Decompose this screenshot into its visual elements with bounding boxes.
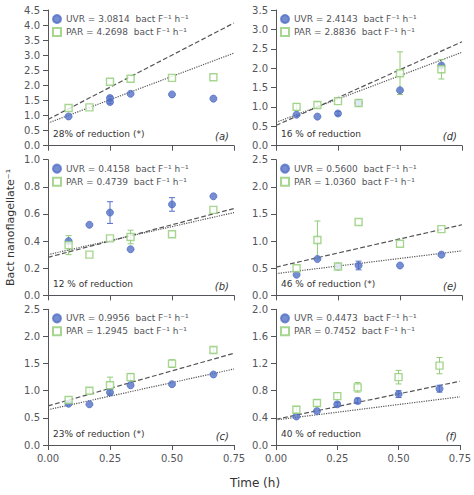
svg-text:2.0: 2.0 xyxy=(24,80,40,91)
svg-text:1.5: 1.5 xyxy=(252,82,268,93)
svg-text:UVR = 3.0814 bact F⁻¹ h⁻¹: UVR = 3.0814 bact F⁻¹ h⁻¹ xyxy=(66,14,189,24)
svg-text:PAR = 0.4739 bact F⁻¹ h⁻¹: PAR = 0.4739 bact F⁻¹ h⁻¹ xyxy=(66,177,187,187)
svg-text:(e): (e) xyxy=(443,281,457,292)
svg-text:0.0: 0.0 xyxy=(24,440,40,451)
svg-text:1.0: 1.0 xyxy=(24,385,40,396)
svg-text:1.6: 1.6 xyxy=(252,331,268,342)
svg-text:12 % of reduction: 12 % of reduction xyxy=(53,279,133,289)
svg-text:PAR = 1.0360 bact F⁻¹ h⁻¹: PAR = 1.0360 bact F⁻¹ h⁻¹ xyxy=(294,177,415,187)
svg-text:(d): (d) xyxy=(443,131,457,142)
svg-text:(a): (a) xyxy=(215,131,229,142)
svg-text:0.5: 0.5 xyxy=(24,412,40,423)
svg-text:0.50: 0.50 xyxy=(161,453,183,464)
svg-text:0.0: 0.0 xyxy=(252,440,268,451)
svg-text:1.0: 1.0 xyxy=(24,154,40,165)
svg-text:1.0: 1.0 xyxy=(252,101,268,112)
svg-text:(c): (c) xyxy=(216,431,229,442)
svg-text:0.8: 0.8 xyxy=(24,181,40,192)
svg-text:0.5: 0.5 xyxy=(252,121,268,132)
svg-text:1.0: 1.0 xyxy=(24,110,40,121)
svg-text:2.5: 2.5 xyxy=(24,65,40,76)
svg-text:0.00: 0.00 xyxy=(37,453,59,464)
svg-text:2.5: 2.5 xyxy=(24,304,40,315)
svg-text:PAR = 1.2945 bact F⁻¹ h⁻¹: PAR = 1.2945 bact F⁻¹ h⁻¹ xyxy=(66,326,187,336)
svg-text:2.5: 2.5 xyxy=(252,43,268,54)
svg-text:2.0: 2.0 xyxy=(252,181,268,192)
svg-text:3.0: 3.0 xyxy=(24,50,40,61)
svg-text:2.0: 2.0 xyxy=(24,331,40,342)
svg-text:3.0: 3.0 xyxy=(252,24,268,35)
svg-text:0.0: 0.0 xyxy=(24,290,40,301)
svg-text:0.0: 0.0 xyxy=(252,140,268,151)
svg-text:40 % of reduction: 40 % of reduction xyxy=(281,429,361,439)
svg-text:UVR = 0.4158 bact F⁻¹ h⁻¹: UVR = 0.4158 bact F⁻¹ h⁻¹ xyxy=(66,164,189,174)
svg-text:PAR = 0.7452 bact F⁻¹ h⁻¹: PAR = 0.7452 bact F⁻¹ h⁻¹ xyxy=(294,326,415,336)
svg-text:0.4: 0.4 xyxy=(252,412,268,423)
svg-text:0.5: 0.5 xyxy=(24,125,40,136)
svg-text:0.75: 0.75 xyxy=(223,453,245,464)
svg-text:Bact nanoflagellate⁻¹: Bact nanoflagellate⁻¹ xyxy=(4,169,17,286)
svg-text:0.8: 0.8 xyxy=(252,385,268,396)
svg-text:PAR = 2.8836 bact F⁻¹ h⁻¹: PAR = 2.8836 bact F⁻¹ h⁻¹ xyxy=(294,27,415,37)
svg-text:(b): (b) xyxy=(215,281,229,292)
svg-text:16 % of reduction: 16 % of reduction xyxy=(281,129,361,139)
svg-text:0.25: 0.25 xyxy=(99,453,121,464)
svg-text:0.50: 0.50 xyxy=(387,453,409,464)
svg-text:0.2: 0.2 xyxy=(24,263,40,274)
svg-text:UVR = 2.4143 bact F⁻¹ h⁻¹: UVR = 2.4143 bact F⁻¹ h⁻¹ xyxy=(294,14,417,24)
svg-text:0.00: 0.00 xyxy=(265,453,287,464)
svg-text:3.5: 3.5 xyxy=(252,5,268,16)
svg-text:2.5: 2.5 xyxy=(252,154,268,165)
svg-text:2.0: 2.0 xyxy=(252,304,268,315)
svg-text:1.5: 1.5 xyxy=(252,208,268,219)
svg-text:0.6: 0.6 xyxy=(24,208,40,219)
svg-text:2.0: 2.0 xyxy=(252,63,268,74)
svg-text:UVR = 0.4473 bact F⁻¹ h⁻¹: UVR = 0.4473 bact F⁻¹ h⁻¹ xyxy=(294,313,417,323)
svg-text:0.25: 0.25 xyxy=(326,453,348,464)
svg-text:23% of reduction (*): 23% of reduction (*) xyxy=(53,429,144,439)
svg-text:3.5: 3.5 xyxy=(24,35,40,46)
svg-text:Time (h): Time (h) xyxy=(229,476,280,490)
svg-text:UVR = 0.5600 bact F⁻¹ h⁻¹: UVR = 0.5600 bact F⁻¹ h⁻¹ xyxy=(294,164,417,174)
svg-text:46 % of reduction (*): 46 % of reduction (*) xyxy=(281,279,375,289)
svg-text:0.0: 0.0 xyxy=(24,140,40,151)
svg-text:PAR = 4.2698 bact F⁻¹ h⁻¹: PAR = 4.2698 bact F⁻¹ h⁻¹ xyxy=(66,27,187,37)
svg-text:4.5: 4.5 xyxy=(24,5,40,16)
svg-text:1.2: 1.2 xyxy=(252,358,268,369)
svg-text:28% of reduction (*): 28% of reduction (*) xyxy=(53,129,144,139)
svg-text:(f): (f) xyxy=(446,431,457,442)
svg-text:0.5: 0.5 xyxy=(252,263,268,274)
svg-text:0.4: 0.4 xyxy=(24,236,40,247)
svg-text:0.0: 0.0 xyxy=(252,290,268,301)
svg-text:1.5: 1.5 xyxy=(24,95,40,106)
svg-text:4.0: 4.0 xyxy=(24,20,40,31)
svg-text:0.75: 0.75 xyxy=(449,453,471,464)
svg-text:UVR = 0.9956 bact F⁻¹ h⁻¹: UVR = 0.9956 bact F⁻¹ h⁻¹ xyxy=(66,313,189,323)
svg-text:1.5: 1.5 xyxy=(24,358,40,369)
svg-text:1.0: 1.0 xyxy=(252,236,268,247)
